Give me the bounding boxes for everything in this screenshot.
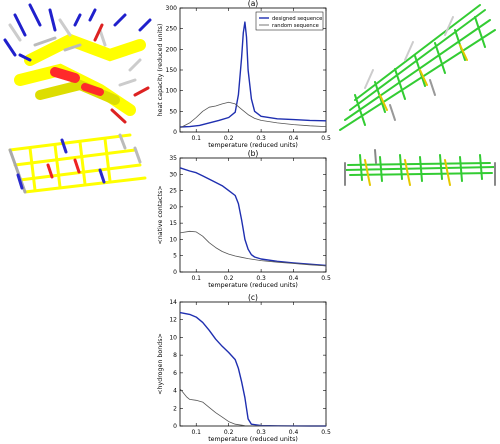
legend-box: [255, 11, 324, 31]
y-axis-label: heat capacity (reduced units): [157, 24, 164, 117]
y-tick-label: 250: [166, 26, 178, 33]
plot-frame: [179, 301, 327, 427]
x-tick-label: 0.2: [224, 429, 234, 436]
y-tick-label: 10: [169, 236, 177, 243]
series-line-random: [179, 388, 326, 427]
x-tick-label: 0.1: [191, 429, 201, 436]
y-tick-label: 10: [169, 334, 177, 341]
x-tick-label: 0.1: [191, 275, 201, 282]
y-tick-label: 150: [166, 67, 178, 74]
series-line-designed: [179, 167, 327, 267]
x-tick-label: 0.5: [321, 275, 331, 282]
chart-panel-b: (b) 0.1 0.2 0.3 0.4 0.5 0 5 10 15 20 25 30 35 temperat…: [157, 149, 331, 289]
y-axis-label: <native contacts>: [157, 185, 164, 244]
y-tick-label: 35: [169, 155, 177, 162]
molecule-top-left-image: [3, 3, 152, 124]
y-tick-label: 8: [173, 352, 177, 359]
y-tick-label: 25: [169, 188, 177, 195]
y-tick-label: 200: [166, 46, 178, 53]
y-tick-label: 20: [169, 204, 177, 211]
series-line-designed: [179, 21, 327, 128]
x-tick-label: 0.3: [256, 275, 266, 282]
series-line-designed: [179, 311, 326, 427]
molecule-bottom-right-image: [344, 149, 496, 186]
legend-entry: designed sequence: [272, 16, 322, 22]
y-tick-label: 300: [166, 5, 178, 12]
x-tick-label: 0.2: [224, 135, 234, 142]
x-tick-label: 0.4: [289, 275, 299, 282]
legend-entry: random sequence: [272, 23, 319, 29]
y-tick-label: 0: [173, 269, 177, 276]
x-axis-label: temperature (reduced units): [208, 142, 298, 149]
x-axis-label: temperature (reduced units): [208, 436, 298, 443]
x-tick-label: 0.4: [289, 135, 299, 142]
y-tick-label: 12: [169, 317, 177, 324]
y-tick-label: 2: [173, 405, 177, 412]
y-axis-label: <hydrogen bonds>: [157, 333, 164, 395]
molecule-bottom-left-image: [8, 133, 147, 194]
y-tick-label: 6: [173, 370, 177, 377]
y-tick-label: 50: [169, 108, 177, 115]
chart-panel-a: (a) 0.1 0.2 0.3 0.4 0.5 0 50 100 150 200 250 300 temp…: [157, 0, 331, 149]
x-tick-label: 0.3: [256, 135, 266, 142]
x-tick-label: 0.3: [256, 429, 266, 436]
x-tick-label: 0.2: [224, 275, 234, 282]
molecule-top-right-image: [339, 4, 496, 131]
series-line-random: [179, 101, 327, 129]
y-tick-label: 100: [166, 88, 178, 95]
panel-label: (b): [248, 149, 259, 158]
chart-panel-c: (c) 0.1 0.2 0.3 0.4 0.5 0 2 4 6 8 10 12 14 temperature…: [157, 293, 331, 443]
y-tick-label: 14: [169, 299, 177, 306]
y-tick-label: 30: [169, 171, 177, 178]
x-tick-label: 0.4: [289, 429, 299, 436]
y-tick-label: 15: [169, 220, 177, 227]
y-tick-label: 0: [173, 129, 177, 136]
y-tick-label: 4: [173, 388, 177, 395]
panel-label: (c): [248, 293, 258, 302]
plot-frame: [179, 157, 327, 273]
x-tick-label: 0.1: [191, 135, 201, 142]
x-tick-label: 0.5: [321, 135, 331, 142]
x-axis-label: temperature (reduced units): [208, 282, 298, 289]
y-tick-label: 0: [173, 423, 177, 430]
y-tick-label: 5: [173, 253, 177, 260]
panel-label: (a): [248, 0, 259, 8]
x-tick-label: 0.5: [321, 429, 331, 436]
series-line-random: [179, 230, 327, 267]
